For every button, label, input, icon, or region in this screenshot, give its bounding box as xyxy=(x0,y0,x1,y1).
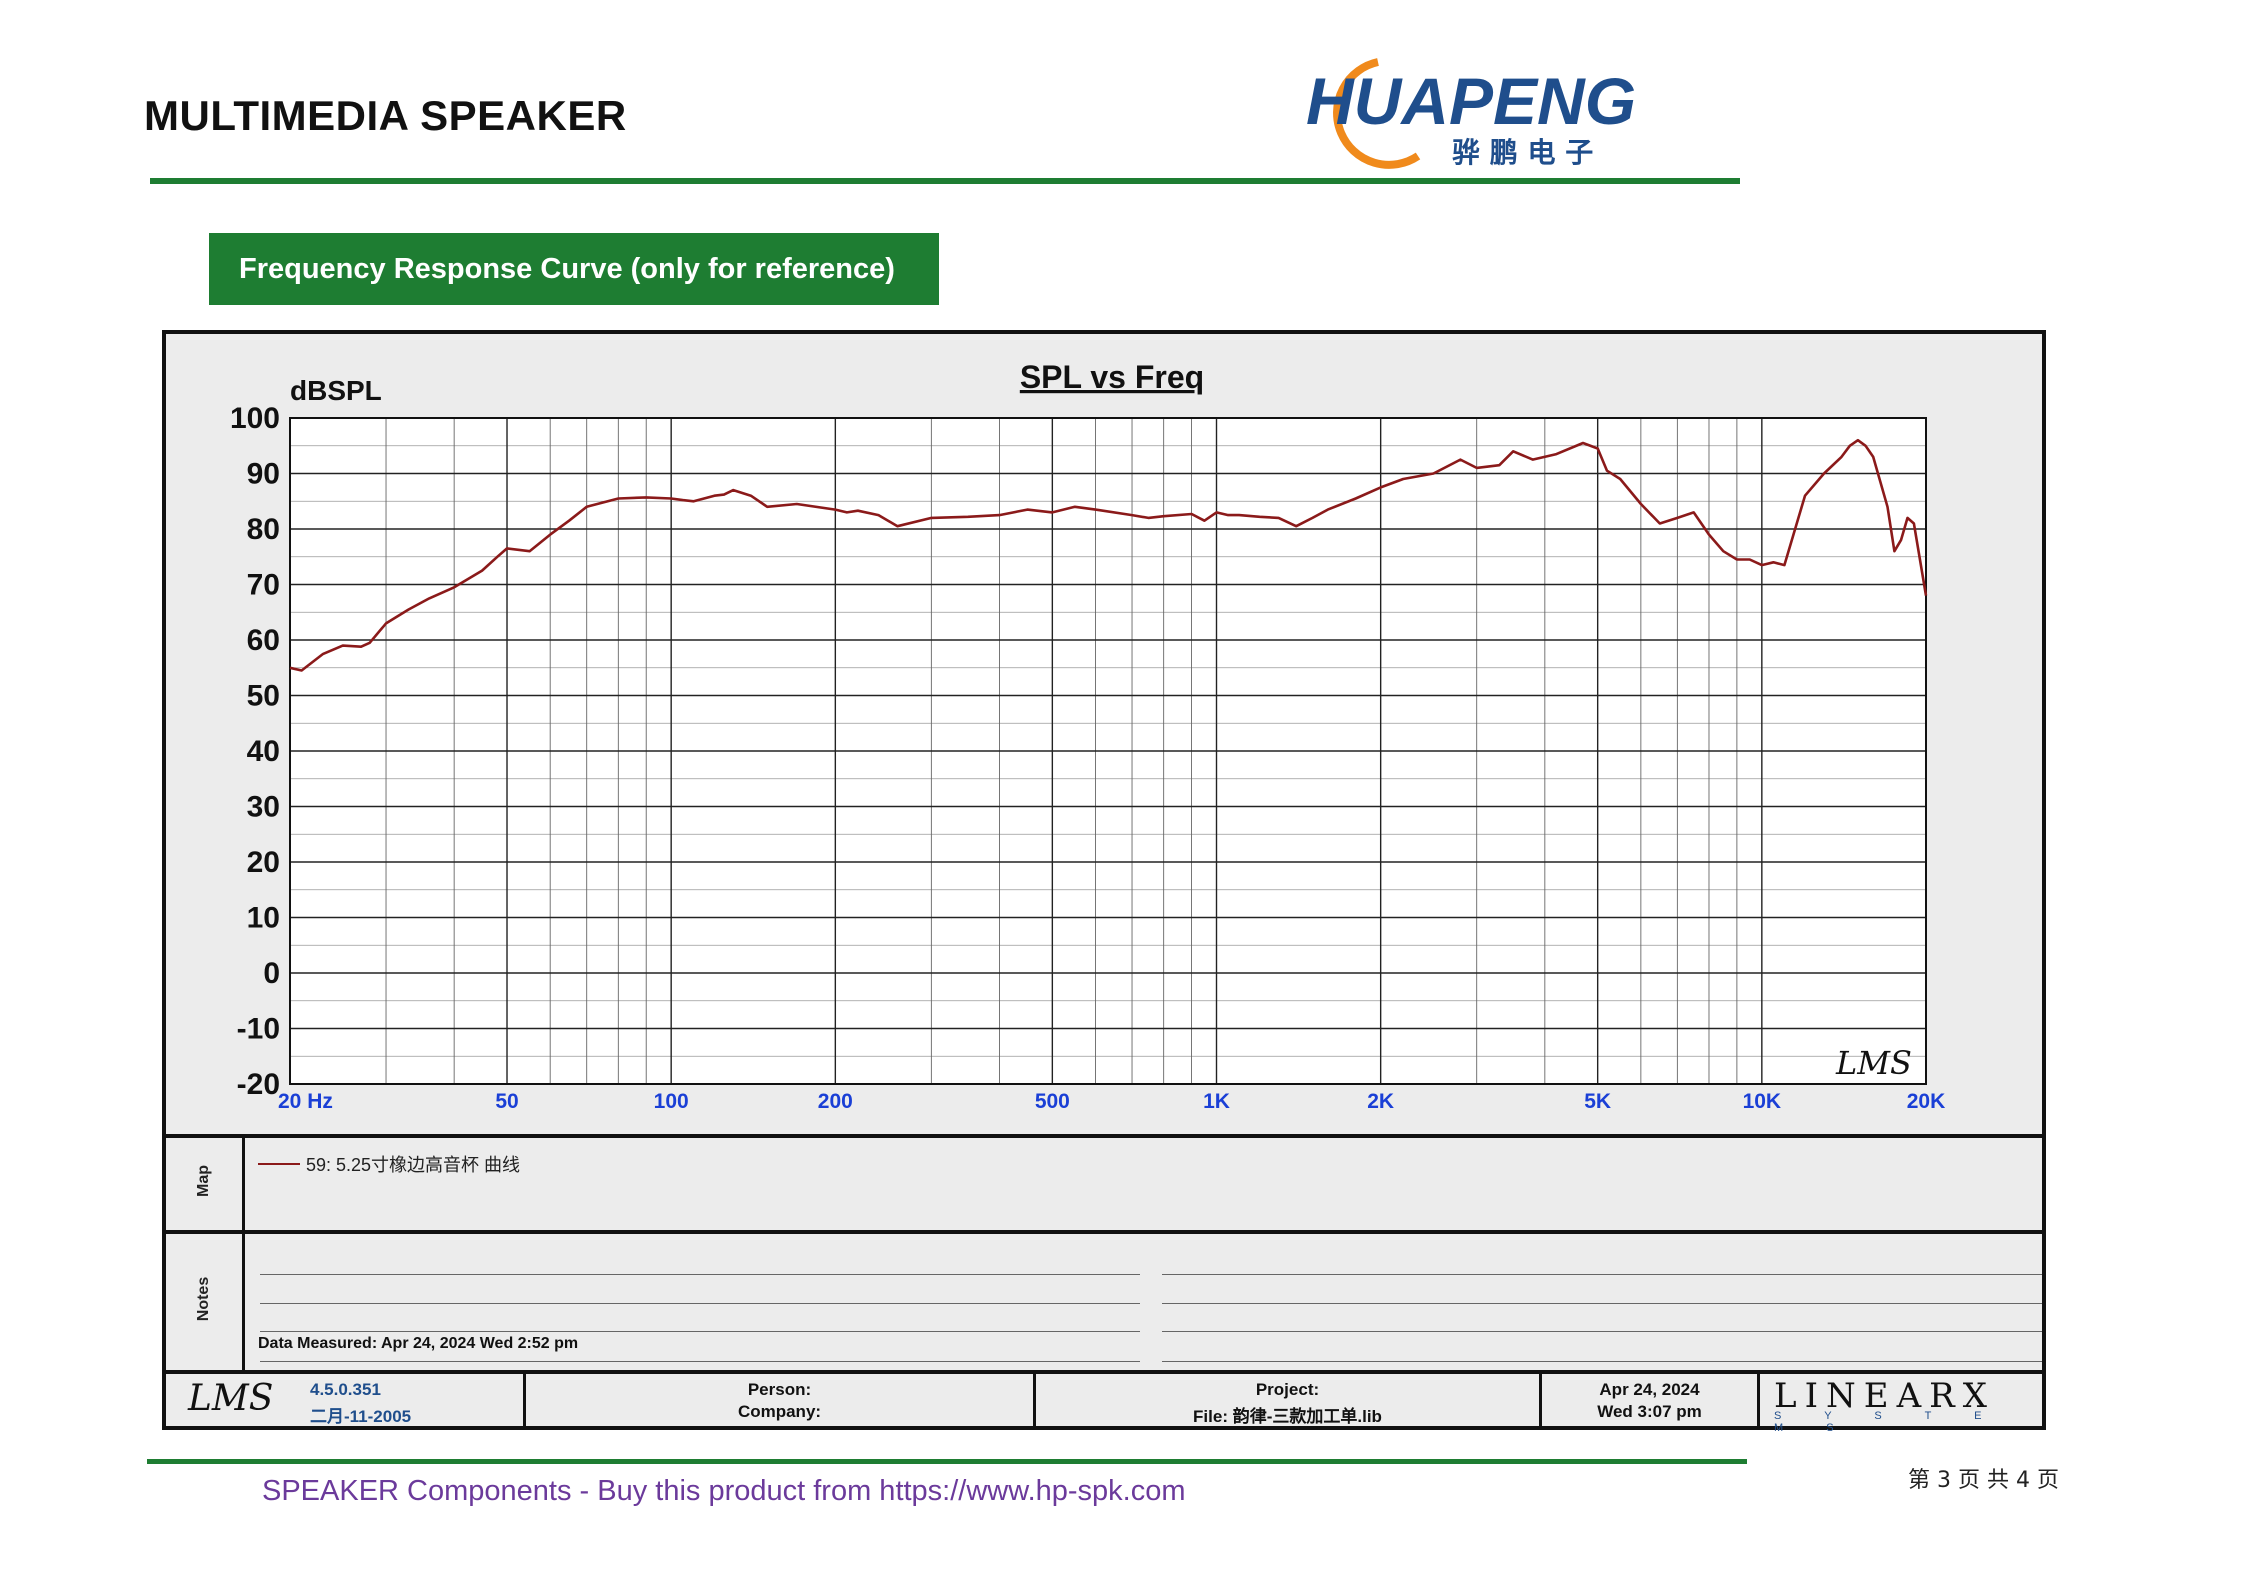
note-line xyxy=(260,1331,1140,1332)
separator-footer xyxy=(166,1370,2042,1374)
map-label: Map xyxy=(195,1165,212,1197)
note-line xyxy=(260,1303,1140,1304)
linearx-brand: LINEARX xyxy=(1774,1376,1995,1416)
info-footer: LMS 4.5.0.351 二月-11-2005 Person: Company… xyxy=(166,1374,2042,1434)
x-tick-labels: 20 Hz 50 100 200 500 1K 2K 5K 10K 20K xyxy=(278,1090,1945,1113)
x-tick-label: 5K xyxy=(1584,1090,1611,1113)
separator-map xyxy=(166,1134,2042,1138)
huapeng-logo: HUAPENG 骅 鹏 电 子 xyxy=(1306,58,1636,169)
logo-cn: 骅 鹏 电 子 xyxy=(1452,136,1593,169)
y-tick-label: 100 xyxy=(230,402,280,435)
page-title: MULTIMEDIA SPEAKER xyxy=(144,92,627,139)
measured-date: Data Measured: Apr 24, 2024 Wed 2:52 pm xyxy=(258,1335,579,1352)
report-time: Wed 3:07 pm xyxy=(1597,1402,1702,1421)
person-label: Person: xyxy=(747,1380,812,1399)
y-tick-label: 0 xyxy=(263,957,280,990)
version-cell: LMS 4.5.0.351 二月-11-2005 xyxy=(166,1374,526,1426)
project-label: Project: xyxy=(1255,1380,1320,1399)
notes-label: Notes xyxy=(195,1276,212,1322)
series-group xyxy=(289,438,1928,672)
date-cell: Apr 24, 2024 Wed 3:07 pm xyxy=(1542,1374,1760,1426)
legend-swatch xyxy=(258,1163,300,1165)
logo-text: HUAPENG xyxy=(1306,64,1636,138)
legend-entry: 59: 5.25寸橡边高音杯 曲线 xyxy=(306,1155,521,1175)
linearx-sub: S Y S T E M S xyxy=(1774,1410,2002,1434)
note-line xyxy=(1162,1303,2042,1304)
x-tick-label: 100 xyxy=(654,1090,689,1113)
note-line xyxy=(1162,1331,2042,1332)
x-tick-label: 50 xyxy=(495,1090,518,1113)
x-tick-label: 1K xyxy=(1203,1090,1230,1113)
note-line xyxy=(260,1274,1140,1275)
x-tick-label: 20 Hz xyxy=(278,1090,333,1113)
y-tick-label: -10 xyxy=(237,1013,280,1046)
chart-title: SPL vs Freq xyxy=(1020,359,1204,395)
y-tick-label: 80 xyxy=(247,513,280,546)
version-date: 二月-11-2005 xyxy=(310,1407,412,1426)
note-line xyxy=(1162,1274,2042,1275)
footer-link-text[interactable]: SPEAKER Components - Buy this product fr… xyxy=(262,1475,1186,1507)
section-heading-label: Frequency Response Curve (only for refer… xyxy=(239,252,895,285)
person-cell: Person: Company: xyxy=(526,1374,1036,1426)
section-heading: Frequency Response Curve (only for refer… xyxy=(209,233,939,305)
spl-chart: HUAPENG 骅 鹏 电 子 SPL vs Freq dBSPL 100908… xyxy=(230,359,1945,1113)
brand-cell: LINEARX S Y S T E M S xyxy=(1760,1374,2042,1434)
y-tick-label: -20 xyxy=(237,1068,280,1101)
notes-label-cell: Notes xyxy=(166,1234,245,1370)
top-rule xyxy=(150,178,1740,184)
company-label: Company: xyxy=(737,1402,822,1421)
y-tick-label: 40 xyxy=(247,735,280,768)
note-line xyxy=(260,1361,1140,1362)
bottom-rule xyxy=(147,1459,1747,1464)
x-tick-label: 2K xyxy=(1367,1090,1394,1113)
map-label-cell: Map xyxy=(166,1138,245,1230)
note-line xyxy=(1162,1361,2042,1362)
project-cell: Project: File: 韵律-三款加工单.lib xyxy=(1036,1374,1542,1426)
x-tick-label: 20K xyxy=(1907,1090,1946,1113)
y-axis-label: dBSPL xyxy=(290,375,382,406)
lms-mark: LMS xyxy=(1835,1044,1912,1082)
plot-frame xyxy=(289,417,1927,1085)
series-line xyxy=(289,438,1928,672)
y-tick-label: 10 xyxy=(247,902,280,935)
x-tick-label: 500 xyxy=(1035,1090,1070,1113)
report-date: Apr 24, 2024 xyxy=(1599,1380,1700,1399)
y-tick-label: 20 xyxy=(247,846,280,879)
page-number: 第 3 页 共 4 页 xyxy=(1908,1468,2059,1493)
separator-notes xyxy=(166,1230,2042,1234)
y-tick-label: 90 xyxy=(247,458,280,491)
y-tick-label: 60 xyxy=(247,624,280,657)
x-tick-label: 10K xyxy=(1743,1090,1782,1113)
file-label: File: 韵律-三款加工单.lib xyxy=(1193,1407,1382,1426)
y-tick-label: 30 xyxy=(247,791,280,824)
y-tick-label: 70 xyxy=(247,569,280,602)
y-tick-label: 50 xyxy=(247,680,280,713)
lms-logo: LMS xyxy=(188,1378,274,1419)
x-tick-label: 200 xyxy=(818,1090,853,1113)
version-number: 4.5.0.351 xyxy=(310,1380,381,1399)
